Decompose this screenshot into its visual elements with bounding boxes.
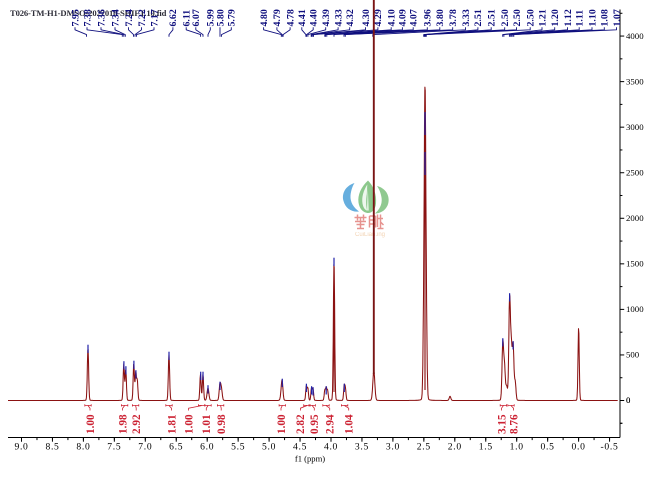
svg-text:1.0: 1.0 (510, 442, 524, 453)
svg-text:4.30: 4.30 (361, 9, 372, 26)
svg-text:8.5: 8.5 (45, 442, 59, 453)
svg-text:1.5: 1.5 (479, 442, 493, 453)
svg-text:-0.5: -0.5 (601, 442, 619, 453)
svg-text:4.07: 4.07 (409, 9, 420, 26)
svg-text:5.80: 5.80 (215, 9, 226, 26)
svg-text:1.20: 1.20 (550, 9, 561, 26)
svg-text:7.17: 7.17 (149, 9, 160, 26)
svg-text:3.96: 3.96 (423, 9, 434, 26)
svg-text:3.80: 3.80 (435, 9, 446, 26)
svg-text:7.5: 7.5 (107, 442, 121, 453)
svg-text:4.78: 4.78 (285, 9, 296, 26)
svg-text:0.98: 0.98 (216, 414, 228, 434)
svg-text:2.51: 2.51 (487, 9, 498, 26)
svg-text:4.5: 4.5 (293, 442, 307, 453)
svg-text:1.00: 1.00 (276, 414, 288, 434)
svg-text:4.32: 4.32 (345, 9, 356, 26)
svg-text:1000: 1000 (626, 304, 644, 314)
svg-text:1.07: 1.07 (612, 9, 623, 26)
svg-text:6.07: 6.07 (191, 9, 202, 26)
svg-text:3.33: 3.33 (461, 9, 472, 26)
svg-text:7.22: 7.22 (137, 9, 148, 26)
svg-text:1.00: 1.00 (183, 414, 195, 434)
svg-text:7.36: 7.36 (96, 9, 107, 26)
svg-text:5.0: 5.0 (262, 442, 276, 453)
svg-text:T026-TM-H1-DMSO-2022010-SHIFT.: T026-TM-H1-DMSO-2022010-SHIFT.10.fid (10, 8, 167, 18)
svg-text:2.51: 2.51 (473, 9, 484, 26)
svg-text:4.09: 4.09 (398, 9, 409, 26)
svg-text:3500: 3500 (626, 76, 644, 86)
svg-text:1.10: 1.10 (587, 9, 598, 26)
svg-text:2.50: 2.50 (526, 9, 537, 26)
svg-text:2.92: 2.92 (131, 414, 143, 434)
svg-text:4.39: 4.39 (321, 9, 332, 26)
svg-text:5.5: 5.5 (231, 442, 245, 453)
svg-text:2.5: 2.5 (417, 442, 431, 453)
svg-text:6.11: 6.11 (182, 10, 193, 27)
svg-text:1.04: 1.04 (344, 414, 356, 434)
svg-text:3.0: 3.0 (386, 442, 400, 453)
svg-text:4.41: 4.41 (297, 9, 308, 26)
svg-text:4.10: 4.10 (387, 9, 398, 26)
svg-text:2.50: 2.50 (512, 9, 523, 26)
svg-text:8.0: 8.0 (76, 442, 90, 453)
svg-text:7.24: 7.24 (124, 9, 135, 26)
svg-text:0: 0 (626, 395, 631, 405)
svg-text:CuiLian.ing: CuiLian.ing (355, 232, 385, 238)
svg-text:0.5: 0.5 (541, 442, 555, 453)
svg-text:4.33: 4.33 (333, 9, 344, 26)
svg-text:4.79: 4.79 (272, 9, 283, 26)
svg-text:2500: 2500 (626, 167, 644, 177)
svg-text:2.94: 2.94 (325, 414, 337, 434)
svg-text:1500: 1500 (626, 259, 644, 269)
svg-text:0.95: 0.95 (309, 414, 321, 434)
svg-text:5.99: 5.99 (206, 9, 217, 26)
svg-text:1.00: 1.00 (85, 414, 97, 434)
svg-text:0.0: 0.0 (572, 442, 586, 453)
svg-text:7.34: 7.34 (110, 9, 121, 26)
svg-text:4.40: 4.40 (309, 9, 320, 26)
svg-text:4.29: 4.29 (373, 9, 384, 26)
svg-text:6.0: 6.0 (200, 442, 214, 453)
svg-text:0: 0 (626, 395, 631, 405)
svg-text:2.82: 2.82 (295, 414, 307, 434)
svg-text:3.78: 3.78 (448, 9, 459, 26)
svg-text:7.38: 7.38 (82, 9, 93, 26)
svg-text:6.62: 6.62 (168, 9, 179, 26)
svg-text:6.5: 6.5 (169, 442, 183, 453)
svg-text:1.98: 1.98 (117, 414, 129, 434)
svg-text:1.21: 1.21 (537, 9, 548, 26)
svg-text:2.0: 2.0 (448, 442, 462, 453)
svg-text:4000: 4000 (626, 31, 644, 41)
svg-text:1.81: 1.81 (166, 414, 178, 434)
svg-text:1.01: 1.01 (201, 414, 213, 434)
svg-text:1.08: 1.08 (600, 9, 611, 26)
svg-text:2.50: 2.50 (500, 9, 511, 26)
svg-text:3000: 3000 (626, 122, 644, 132)
svg-text:8.76: 8.76 (508, 414, 520, 434)
svg-text:3.15: 3.15 (496, 414, 508, 434)
svg-text:4.80: 4.80 (259, 9, 270, 26)
svg-text:7.95: 7.95 (70, 9, 81, 26)
svg-text:1.12: 1.12 (563, 9, 574, 26)
svg-text:9.0: 9.0 (14, 442, 28, 453)
svg-text:5.79: 5.79 (227, 9, 238, 26)
svg-text:500: 500 (626, 350, 640, 360)
svg-text:4.0: 4.0 (324, 442, 338, 453)
svg-text:7.0: 7.0 (138, 442, 152, 453)
svg-text:3.5: 3.5 (355, 442, 369, 453)
svg-text:1.11: 1.11 (575, 10, 586, 27)
svg-text:2000: 2000 (626, 213, 644, 223)
svg-text:f1 (ppm): f1 (ppm) (295, 454, 325, 464)
